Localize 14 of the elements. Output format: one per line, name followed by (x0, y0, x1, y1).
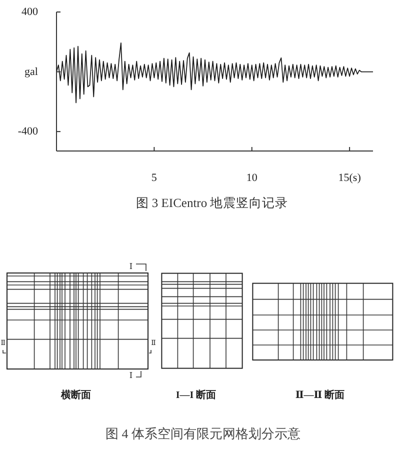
text: 横断面 (60, 388, 91, 400)
text: Ⅰ (129, 262, 133, 270)
y-tick-label: -400 (18, 126, 38, 138)
x-tick-label: 5 (151, 172, 158, 184)
y-tick-label: gal (24, 66, 38, 78)
x-tick-label: 15(s) (338, 172, 362, 184)
text: Ⅰ (129, 370, 133, 380)
text: I—I 断面 (176, 388, 216, 400)
text: 图 4 体系空间有限元网格划分示意 (106, 426, 300, 440)
text: 图 3 EICentro 地震竖向记录 (136, 196, 288, 210)
y-tick-label: 400 (22, 6, 38, 18)
line-series (56, 42, 374, 104)
x-tick-label: 10 (246, 172, 258, 184)
text: Ⅱ—Ⅱ 断面 (295, 388, 345, 400)
